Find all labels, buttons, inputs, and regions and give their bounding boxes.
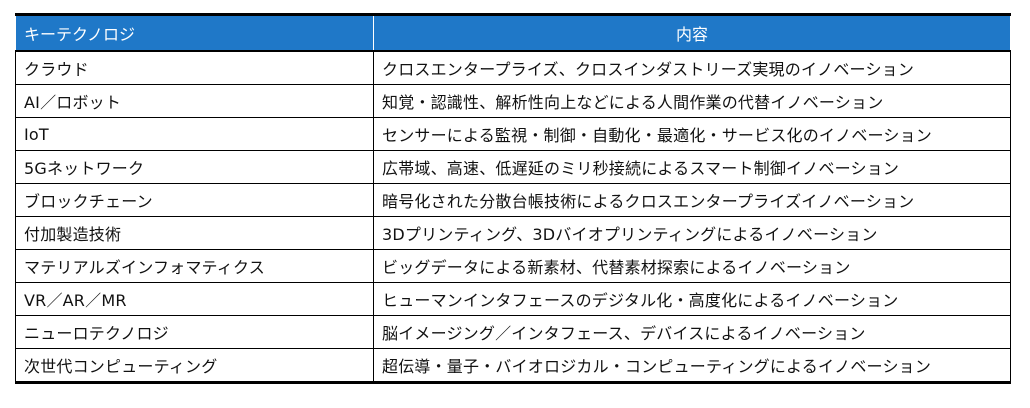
- table-row: VR／AR／MR ヒューマンインタフェースのデジタル化・高度化によるイノベーショ…: [15, 282, 1011, 316]
- table-row: クラウド クロスエンタープライズ、クロスインダストリーズ実現のイノベーション: [15, 51, 1011, 85]
- content-cell: 超伝導・量子・バイオロジカル・コンピューティングによるイノベーション: [373, 348, 1011, 383]
- technology-cell: ブロックチェーン: [15, 183, 374, 217]
- content-cell: 広帯域、高速、低遅延のミリ秒接続によるスマート制御イノベーション: [373, 150, 1011, 184]
- content-cell: ヒューマンインタフェースのデジタル化・高度化によるイノベーション: [373, 282, 1011, 316]
- table-row: 5Gネットワーク 広帯域、高速、低遅延のミリ秒接続によるスマート制御イノベーショ…: [15, 150, 1011, 184]
- content-cell: クロスエンタープライズ、クロスインダストリーズ実現のイノベーション: [373, 51, 1011, 85]
- content-cell: センサーによる監視・制御・自動化・最適化・サービス化のイノベーション: [373, 117, 1011, 151]
- technology-cell: IoT: [15, 117, 374, 151]
- table-row: ニューロテクノロジ 脳イメージング／インタフェース、デバイスによるイノベーション: [15, 315, 1011, 349]
- table-header-row: キーテクノロジ 内容: [15, 14, 1011, 52]
- technology-cell: マテリアルズインフォマティクス: [15, 249, 374, 283]
- content-cell: ビッグデータによる新素材、代替素材探索によるイノベーション: [373, 249, 1011, 283]
- table-row: AI／ロボット 知覚・認識性、解析性向上などによる人間作業の代替イノベーション: [15, 84, 1011, 118]
- table-row: 次世代コンピューティング 超伝導・量子・バイオロジカル・コンピューティングによる…: [15, 348, 1011, 383]
- content-cell: 暗号化された分散台帳技術によるクロスエンタープライズイノベーション: [373, 183, 1011, 217]
- technology-cell: 5Gネットワーク: [15, 150, 374, 184]
- key-technology-table: キーテクノロジ 内容 クラウド クロスエンタープライズ、クロスインダストリーズ実…: [15, 13, 1011, 384]
- table-row: ブロックチェーン 暗号化された分散台帳技術によるクロスエンタープライズイノベーシ…: [15, 183, 1011, 217]
- content-cell: 知覚・認識性、解析性向上などによる人間作業の代替イノベーション: [373, 84, 1011, 118]
- technology-cell: VR／AR／MR: [15, 282, 374, 316]
- table-row: IoT センサーによる監視・制御・自動化・最適化・サービス化のイノベーション: [15, 117, 1011, 151]
- header-content: 内容: [373, 14, 1011, 52]
- technology-cell: ニューロテクノロジ: [15, 315, 374, 349]
- header-key-technology: キーテクノロジ: [15, 14, 374, 52]
- technology-cell: AI／ロボット: [15, 84, 374, 118]
- content-cell: 3Dプリンティング、3Dバイオプリンティングによるイノベーション: [373, 216, 1011, 250]
- table-row: 付加製造技術 3Dプリンティング、3Dバイオプリンティングによるイノベーション: [15, 216, 1011, 250]
- technology-cell: 付加製造技術: [15, 216, 374, 250]
- table-row: マテリアルズインフォマティクス ビッグデータによる新素材、代替素材探索によるイノ…: [15, 249, 1011, 283]
- technology-cell: 次世代コンピューティング: [15, 348, 374, 383]
- content-cell: 脳イメージング／インタフェース、デバイスによるイノベーション: [373, 315, 1011, 349]
- technology-cell: クラウド: [15, 51, 374, 85]
